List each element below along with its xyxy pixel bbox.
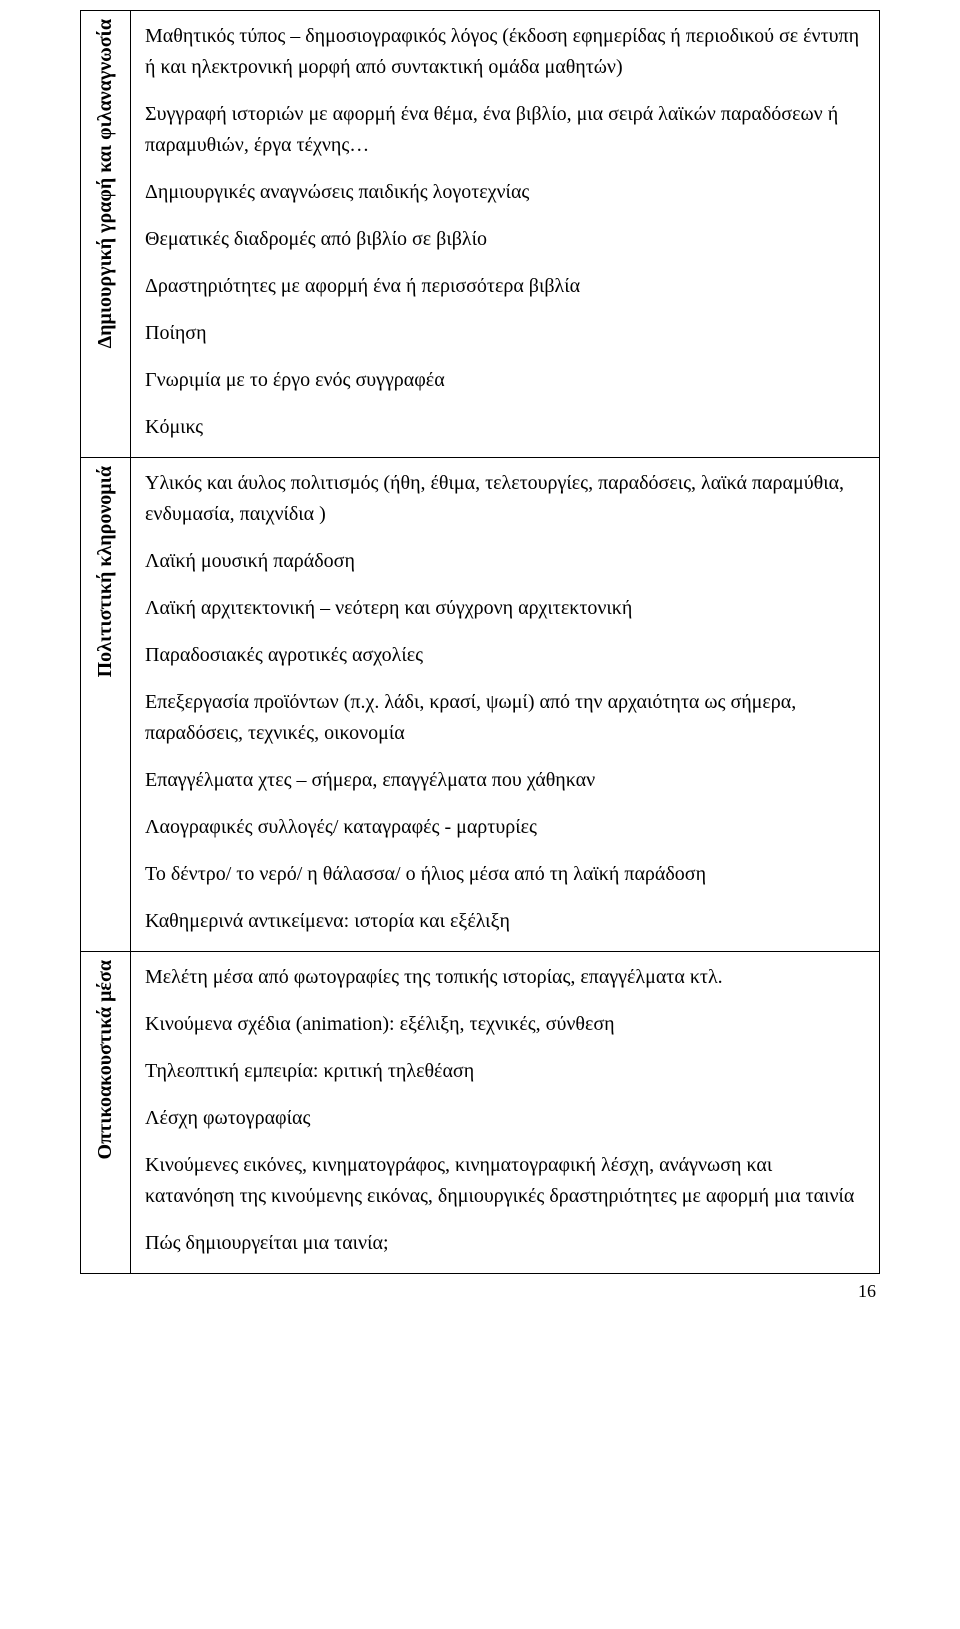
content-paragraph: Μαθητικός τύπος – δημοσιογραφικός λόγος … (145, 21, 865, 83)
document-page: Δημιουργική γραφή και φιλαναγνωσία Μαθητι… (0, 0, 960, 1314)
content-paragraph: Λαϊκή αρχιτεκτονική – νεότερη και σύγχρο… (145, 593, 865, 624)
row-label-cell: Δημιουργική γραφή και φιλαναγνωσία (81, 11, 131, 458)
content-paragraph: Δημιουργικές αναγνώσεις παιδικής λογοτεχ… (145, 177, 865, 208)
content-paragraph: Μελέτη μέσα από φωτογραφίες της τοπικής … (145, 962, 865, 993)
content-paragraph: Επαγγέλματα χτες – σήμερα, επαγγέλματα π… (145, 765, 865, 796)
table-body: Δημιουργική γραφή και φιλαναγνωσία Μαθητι… (81, 11, 880, 1274)
content-paragraph: Το δέντρο/ το νερό/ η θάλασσα/ ο ήλιος μ… (145, 859, 865, 890)
content-paragraph: Πώς δημιουργείται μια ταινία; (145, 1228, 865, 1259)
content-paragraph: Δραστηριότητες με αφορμή ένα ή περισσότε… (145, 271, 865, 302)
page-number: 16 (858, 1281, 876, 1302)
row-label: Οπτικοακουστικά μέσα (94, 960, 117, 1159)
content-paragraph: Γνωριμία με το έργο ενός συγγραφέα (145, 365, 865, 396)
row-content-cell: Μελέτη μέσα από φωτογραφίες της τοπικής … (131, 952, 880, 1274)
table-row: Δημιουργική γραφή και φιλαναγνωσία Μαθητι… (81, 11, 880, 458)
content-paragraph: Ποίηση (145, 318, 865, 349)
content-paragraph: Λαϊκή μουσική παράδοση (145, 546, 865, 577)
content-paragraph: Κινούμενα σχέδια (animation): εξέλιξη, τ… (145, 1009, 865, 1040)
content-paragraph: Λαογραφικές συλλογές/ καταγραφές - μαρτυ… (145, 812, 865, 843)
content-paragraph: Υλικός και άυλος πολιτισμός (ήθη, έθιμα,… (145, 468, 865, 530)
content-paragraph: Παραδοσιακές αγροτικές ασχολίες (145, 640, 865, 671)
content-paragraph: Λέσχη φωτογραφίας (145, 1103, 865, 1134)
content-paragraph: Συγγραφή ιστοριών με αφορμή ένα θέμα, έν… (145, 99, 865, 161)
row-content-cell: Υλικός και άυλος πολιτισμός (ήθη, έθιμα,… (131, 458, 880, 952)
content-paragraph: Κόμικς (145, 412, 865, 443)
content-paragraph: Κινούμενες εικόνες, κινηματογράφος, κινη… (145, 1150, 865, 1212)
row-label-cell: Οπτικοακουστικά μέσα (81, 952, 131, 1274)
row-content-cell: Μαθητικός τύπος – δημοσιογραφικός λόγος … (131, 11, 880, 458)
content-paragraph: Καθημερινά αντικείμενα: ιστορία και εξέλ… (145, 906, 865, 937)
table-row: Οπτικοακουστικά μέσα Μελέτη μέσα από φωτο… (81, 952, 880, 1274)
row-label: Πολιτιστική κληρονομιά (94, 466, 117, 677)
row-label: Δημιουργική γραφή και φιλαναγνωσία (94, 19, 117, 348)
content-paragraph: Θεματικές διαδρομές από βιβλίο σε βιβλίο (145, 224, 865, 255)
table-row: Πολιτιστική κληρονομιά Υλικός και άυλος π… (81, 458, 880, 952)
content-paragraph: Επεξεργασία προϊόντων (π.χ. λάδι, κρασί,… (145, 687, 865, 749)
content-table: Δημιουργική γραφή και φιλαναγνωσία Μαθητι… (80, 10, 880, 1274)
content-paragraph: Τηλεοπτική εμπειρία: κριτική τηλεθέαση (145, 1056, 865, 1087)
row-label-cell: Πολιτιστική κληρονομιά (81, 458, 131, 952)
